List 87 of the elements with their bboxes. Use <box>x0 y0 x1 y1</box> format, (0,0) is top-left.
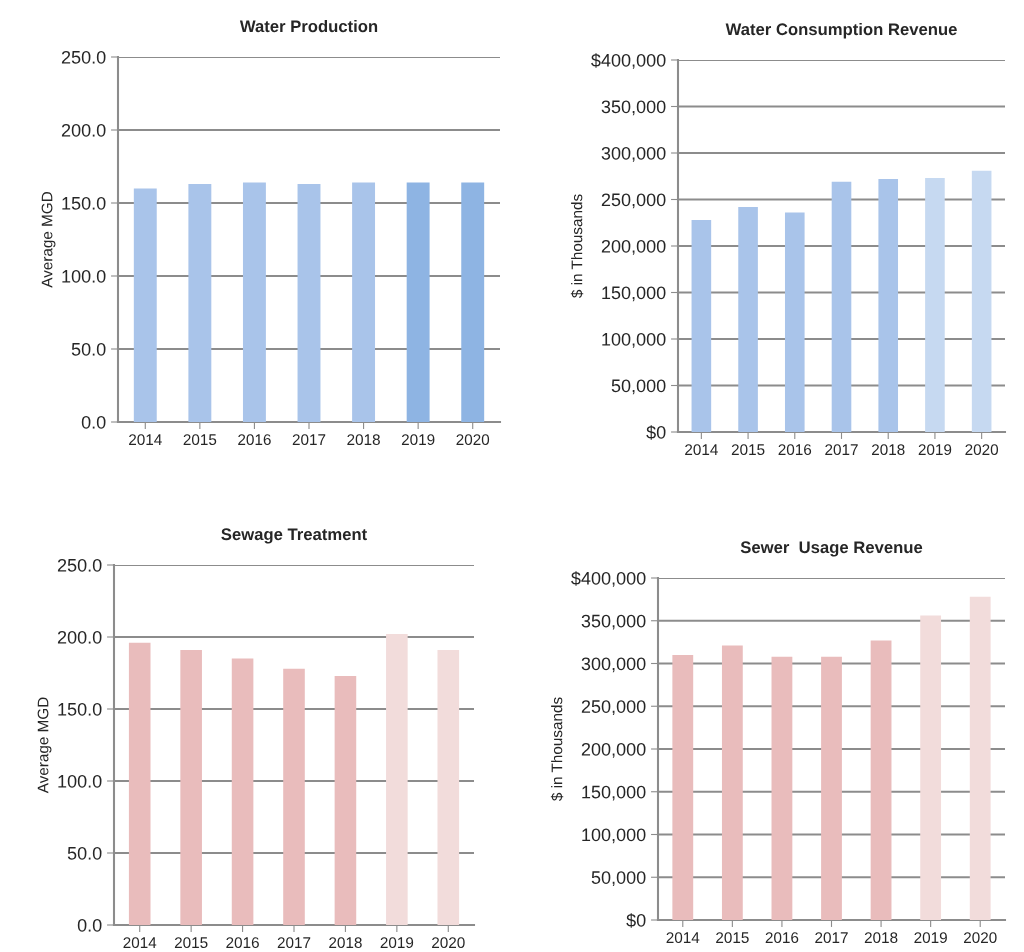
chart-title: Sewer Usage Revenue <box>740 541 923 557</box>
y-tick-label: 100,000 <box>582 828 646 844</box>
x-tick-label: 2017 <box>825 444 858 456</box>
bar <box>721 645 743 920</box>
bar <box>128 642 151 925</box>
y-tick-label: 200,000 <box>581 742 646 758</box>
y-axis-title: $ in Thousands <box>570 194 584 298</box>
bar <box>969 596 991 920</box>
y-tick-label: $0 <box>626 913 646 928</box>
y-tick-label: 100,000 <box>602 332 666 348</box>
y-tick-label: 350,000 <box>601 100 666 116</box>
bar <box>920 615 942 920</box>
x-tick-label: 2018 <box>871 444 905 456</box>
y-tick-label: 50.0 <box>67 846 102 860</box>
y-tick-label: 50,000 <box>591 871 646 887</box>
x-tick-label: 2015 <box>174 937 208 949</box>
y-tick-label: 200.0 <box>61 123 106 137</box>
x-tick-label: 2015 <box>716 932 749 944</box>
y-tick-label: 250,000 <box>601 193 666 209</box>
y-tick-label: 250.0 <box>61 50 106 64</box>
bar <box>231 658 254 925</box>
y-tick-label: 150,000 <box>582 785 646 801</box>
y-tick-label: 250,000 <box>581 700 646 716</box>
bar <box>180 649 202 925</box>
y-axis-title: Average MGD <box>41 191 56 288</box>
x-tick-label: 2019 <box>401 434 435 446</box>
x-tick-label: 2020 <box>963 932 997 944</box>
y-tick-label: 350,000 <box>581 614 646 630</box>
y-tick-label: 200,000 <box>601 239 666 255</box>
y-tick-label: 100.0 <box>62 269 106 283</box>
bar <box>771 656 793 920</box>
chart-title: Water Production <box>239 19 378 33</box>
x-tick-label: 2018 <box>347 434 380 446</box>
x-tick-label: 2020 <box>965 444 999 456</box>
x-tick-label: 2020 <box>432 937 465 949</box>
x-tick-label: 2016 <box>226 937 259 949</box>
y-tick-label: 50.0 <box>71 342 106 356</box>
x-tick-label: 2016 <box>765 932 799 944</box>
bar <box>971 170 992 432</box>
y-tick-label: 300,000 <box>581 657 646 673</box>
y-axis-title: $ in Thousands <box>550 697 564 801</box>
y-tick-label: $400,000 <box>571 571 646 587</box>
y-tick-label: $0 <box>646 425 666 440</box>
bar <box>878 179 899 432</box>
y-tick-label: 100.0 <box>58 774 102 788</box>
bar <box>925 178 945 432</box>
x-tick-label: 2014 <box>123 937 157 949</box>
x-tick-label: 2016 <box>238 434 271 446</box>
x-tick-label: 2019 <box>380 937 414 949</box>
x-tick-label: 2017 <box>277 937 311 949</box>
y-tick-label: 200.0 <box>57 630 102 644</box>
x-tick-label: 2015 <box>183 434 217 446</box>
y-axis-title: Average MGD <box>37 697 52 794</box>
x-tick-label: 2018 <box>864 932 898 944</box>
bar <box>784 212 805 432</box>
bar <box>334 675 357 925</box>
bar <box>738 206 758 432</box>
x-tick-label: 2019 <box>914 932 947 944</box>
chart-title: Sewage Treatment <box>221 528 367 544</box>
y-tick-label: 250.0 <box>57 558 102 572</box>
y-tick-label: 150.0 <box>62 196 106 210</box>
x-tick-label: 2018 <box>329 937 362 949</box>
x-tick-label: 2014 <box>685 444 718 456</box>
x-tick-label: 2017 <box>815 932 848 944</box>
chart-title: Water Consumption Revenue <box>725 22 957 39</box>
x-tick-label: 2014 <box>129 434 162 446</box>
bar <box>672 654 694 920</box>
x-tick-label: 2014 <box>666 932 700 944</box>
y-tick-label: 0.0 <box>77 918 102 932</box>
bar <box>437 649 460 925</box>
bar <box>821 656 842 920</box>
y-tick-label: 50,000 <box>611 379 666 395</box>
bar <box>386 634 408 925</box>
y-tick-label: 150,000 <box>602 286 666 302</box>
x-tick-label: 2016 <box>778 444 812 456</box>
y-tick-label: $400,000 <box>591 53 666 69</box>
y-tick-label: 150.0 <box>58 702 102 716</box>
bar <box>283 668 305 925</box>
y-tick-label: 0.0 <box>81 415 106 429</box>
x-tick-label: 2019 <box>918 444 952 456</box>
x-tick-label: 2017 <box>292 434 326 446</box>
bar <box>691 219 712 432</box>
y-tick-label: 300,000 <box>601 146 666 162</box>
bar <box>831 181 852 432</box>
x-tick-label: 2020 <box>456 434 490 446</box>
bar <box>870 640 892 920</box>
x-tick-label: 2015 <box>731 444 765 456</box>
